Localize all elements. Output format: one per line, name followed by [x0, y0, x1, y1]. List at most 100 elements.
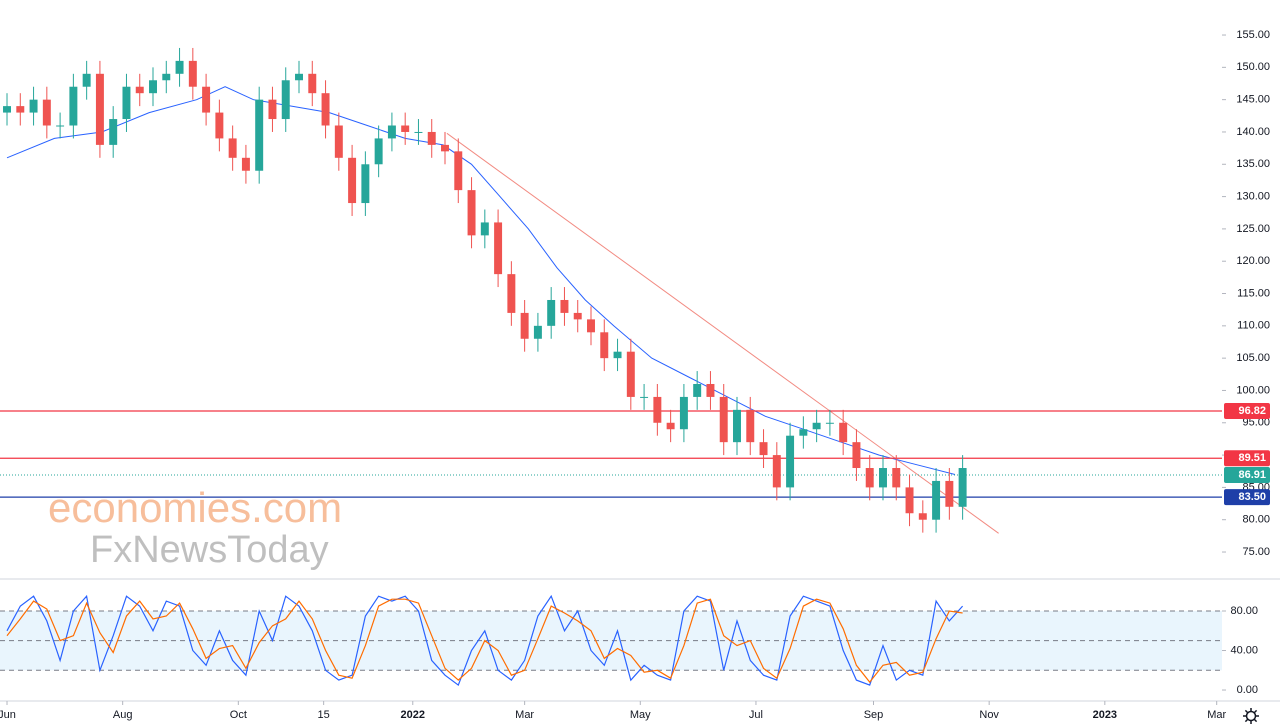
candle-body — [706, 383, 715, 397]
y-tick-label: 80.00 — [1230, 605, 1258, 617]
x-tick-label: 15 — [318, 709, 330, 721]
candle-body — [334, 125, 343, 158]
y-tick-label: 80.00 — [1242, 514, 1270, 526]
x-tick-label: 2022 — [401, 709, 425, 721]
candle-body — [56, 125, 65, 127]
x-tick-label: 2023 — [1093, 709, 1117, 721]
watermark: economies.com — [48, 484, 342, 531]
candle-body — [693, 383, 702, 397]
candle-body — [162, 73, 171, 81]
candle-body — [188, 60, 197, 87]
x-tick-label: May — [630, 709, 651, 721]
price-level-label: 83.50 — [1238, 491, 1266, 503]
x-tick-label: Mar — [1207, 709, 1226, 721]
candle-body — [679, 396, 688, 430]
y-tick-label: 40.00 — [1230, 644, 1258, 656]
candle-body — [454, 151, 463, 191]
candle-body — [109, 119, 118, 145]
candle-body — [719, 396, 728, 443]
candle-body — [255, 99, 264, 171]
stochastic-line — [6, 598, 963, 684]
candle-body — [852, 442, 861, 469]
stochastic-line — [6, 594, 964, 687]
candle-body — [799, 429, 808, 436]
y-tick-label: 110.00 — [1237, 320, 1270, 332]
watermark: FxNewsToday — [90, 529, 329, 571]
candle-body — [772, 455, 781, 488]
y-tick-label: 140.00 — [1236, 126, 1270, 138]
candle-body — [480, 222, 489, 236]
x-tick-label: Jul — [749, 709, 763, 721]
candle-body — [573, 312, 582, 320]
price-level-label: 96.82 — [1238, 405, 1266, 417]
candle-body — [268, 99, 277, 120]
candle-body — [321, 93, 330, 126]
candle-body — [348, 157, 357, 204]
candle-body — [401, 125, 410, 132]
candle-body — [547, 299, 556, 326]
candle-body — [241, 157, 250, 171]
y-tick-label: 125.00 — [1236, 223, 1270, 235]
candle-body — [892, 468, 901, 488]
candle-body — [149, 80, 157, 94]
candle-body — [626, 351, 635, 397]
candle-body — [839, 422, 848, 443]
x-tick-label: Nov — [979, 709, 999, 721]
y-tick-label: 130.00 — [1236, 190, 1270, 202]
candle-body — [560, 299, 569, 313]
candle-body — [42, 99, 51, 126]
y-tick-label: 100.00 — [1236, 384, 1270, 396]
y-tick-label: 120.00 — [1236, 255, 1270, 267]
candle-body — [467, 190, 476, 236]
candle-body — [175, 60, 184, 74]
candle-body — [865, 468, 874, 488]
candle-body — [374, 138, 383, 165]
candle-body — [441, 144, 449, 152]
candle-body — [666, 422, 675, 430]
candle-body — [759, 442, 768, 456]
candle-body — [202, 86, 211, 113]
candle-body — [918, 513, 927, 520]
candle-body — [746, 409, 755, 443]
candle-body — [228, 138, 237, 158]
settings-icon[interactable] — [1243, 708, 1259, 724]
candle-body — [825, 422, 834, 424]
y-tick-label: 155.00 — [1236, 29, 1270, 41]
candle-body — [945, 480, 954, 507]
candle-body — [29, 99, 38, 113]
y-tick-label: 0.00 — [1237, 684, 1258, 696]
y-tick-label: 75.00 — [1242, 546, 1270, 558]
candle-body — [533, 325, 542, 339]
candle-body — [520, 312, 529, 339]
x-tick-label: Aug — [113, 709, 133, 721]
candle-body — [958, 468, 967, 507]
price-level-badge — [1224, 403, 1270, 420]
candle-body — [905, 487, 914, 514]
candle-body — [3, 106, 11, 113]
y-tick-label: 95.00 — [1242, 417, 1270, 429]
x-tick-label: Oct — [230, 709, 247, 721]
candle-body — [879, 468, 887, 488]
price-level-badge — [1224, 450, 1270, 467]
candle-body — [308, 73, 317, 94]
candle-body — [932, 480, 941, 520]
candle-body — [507, 274, 516, 313]
candle-body — [414, 131, 423, 133]
price-level-label: 86.91 — [1238, 469, 1266, 481]
x-tick-label: Sep — [864, 709, 884, 721]
candle-body — [295, 73, 303, 81]
candle-body — [427, 131, 436, 145]
candle-body — [812, 422, 821, 430]
y-tick-label: 145.00 — [1236, 94, 1270, 106]
candle-body — [587, 319, 595, 333]
trendline — [446, 132, 999, 534]
candle-body — [733, 409, 741, 443]
candle-body — [786, 435, 795, 488]
candle-body — [82, 73, 91, 87]
candle-body — [653, 396, 662, 423]
candle-body — [494, 222, 503, 275]
candle-body — [387, 125, 396, 139]
candle-body — [135, 86, 144, 94]
y-tick-label: 105.00 — [1236, 352, 1270, 364]
